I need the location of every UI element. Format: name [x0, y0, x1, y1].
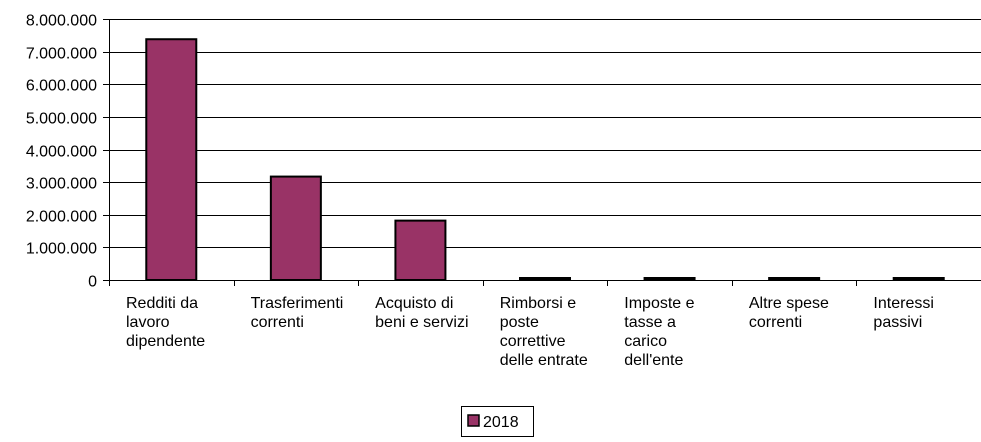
x-tick-label: Altre spese correnti: [749, 295, 829, 331]
bar: [519, 277, 571, 281]
bar: [145, 38, 198, 282]
x-tick-label: Interessi passivi: [873, 295, 933, 331]
y-tick-label: 8.000.000: [26, 13, 97, 30]
y-tick-label: 4.000.000: [26, 144, 97, 161]
x-tick-label: Trasferimenti correnti: [251, 295, 344, 331]
legend: 2018: [461, 406, 534, 437]
y-tick-label: 2.000.000: [26, 209, 97, 226]
x-tick-label: Rimborsi e poste correttive delle entrate: [500, 295, 588, 369]
legend-label: 2018: [483, 414, 519, 431]
grid: [109, 19, 981, 248]
y-axis-tick-labels: 0 1.000.000 2.000.000 3.000.000 4.000.000 5.0…: [26, 13, 97, 291]
x-tick-label: Redditi da lavoro dipendente: [126, 295, 205, 350]
legend-swatch: [467, 414, 480, 427]
x-axis-tick-labels: Redditi da lavoro dipendente Trasferimenti c…: [126, 295, 934, 369]
bar: [643, 277, 696, 281]
y-tick-label: 0: [88, 274, 97, 291]
bar: [768, 277, 821, 281]
y-tick-label: 3.000.000: [26, 176, 97, 193]
bar: [394, 219, 447, 281]
axes: [103, 19, 981, 286]
x-tick-label: Imposte e tasse a carico dell'ente: [624, 295, 694, 369]
bar: [269, 175, 322, 281]
y-tick-label: 5.000.000: [26, 111, 97, 128]
bar: [892, 277, 945, 281]
y-tick-label: 6.000.000: [26, 78, 97, 95]
y-tick-label: 1.000.000: [26, 241, 97, 258]
y-tick-label: 7.000.000: [26, 46, 97, 63]
bars: [145, 38, 945, 282]
x-tick-label: Acquisto di beni e servizi: [375, 295, 468, 331]
